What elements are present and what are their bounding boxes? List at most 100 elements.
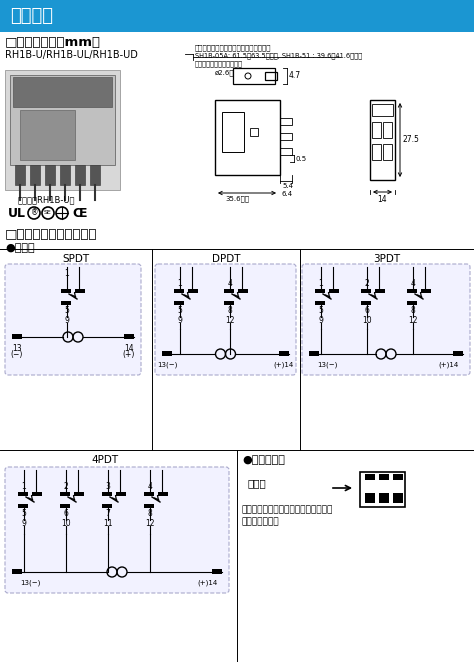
Bar	[61, 289, 71, 293]
Text: 2: 2	[365, 279, 369, 288]
Text: SE: SE	[44, 211, 52, 216]
Text: 5: 5	[64, 306, 69, 315]
Bar	[279, 351, 289, 356]
Bar	[174, 289, 184, 293]
Bar	[250, 128, 258, 136]
Bar	[102, 492, 112, 496]
Bar	[365, 493, 375, 503]
Text: ø2.6孔: ø2.6孔	[215, 70, 235, 76]
Text: 14: 14	[378, 195, 387, 204]
Text: 5: 5	[21, 509, 27, 518]
Text: 8: 8	[410, 306, 415, 315]
Bar	[215, 100, 280, 175]
Bar	[309, 351, 319, 356]
Text: 9: 9	[64, 316, 69, 325]
Bar	[75, 289, 85, 293]
Text: 6: 6	[64, 509, 68, 518]
Text: 2: 2	[64, 482, 68, 491]
Text: 5: 5	[178, 306, 182, 315]
Bar	[238, 289, 248, 293]
Text: 1: 1	[178, 279, 182, 288]
Text: 9: 9	[178, 316, 182, 325]
Bar	[10, 75, 115, 165]
Text: 7: 7	[106, 509, 110, 518]
Bar	[124, 334, 134, 339]
Text: 4PDT: 4PDT	[91, 455, 118, 465]
Bar	[30, 165, 40, 185]
Text: 4: 4	[228, 279, 232, 288]
Text: 13(−): 13(−)	[20, 579, 40, 585]
Bar	[224, 301, 234, 305]
Text: 12: 12	[145, 519, 155, 528]
Text: E: E	[79, 207, 88, 220]
Bar	[372, 104, 393, 116]
Text: 8: 8	[147, 509, 152, 518]
Text: (+): (+)	[123, 350, 135, 359]
Bar	[144, 492, 154, 496]
Text: (+)14: (+)14	[198, 579, 218, 585]
Bar	[60, 504, 70, 508]
Text: 钮以防止电弧。: 钮以防止电弧。	[242, 517, 280, 526]
Bar	[0, 0, 474, 32]
Bar	[315, 289, 325, 293]
Bar	[15, 165, 25, 185]
Bar	[361, 301, 371, 305]
Text: ●检测按钮型: ●检测按钮型	[242, 455, 285, 465]
Text: 8: 8	[228, 306, 232, 315]
Bar	[45, 165, 55, 185]
Bar	[116, 492, 126, 496]
Text: 27.5: 27.5	[403, 136, 420, 144]
Bar	[12, 569, 22, 574]
Bar	[20, 110, 75, 160]
Bar	[365, 474, 375, 480]
Bar	[370, 100, 395, 180]
Text: 3PDT: 3PDT	[374, 254, 401, 264]
Text: 35.6以下: 35.6以下	[225, 195, 249, 202]
Bar	[407, 301, 417, 305]
Bar	[453, 351, 463, 356]
Bar	[102, 504, 112, 508]
Bar	[144, 504, 154, 508]
Text: SPDT: SPDT	[63, 254, 90, 264]
Bar	[162, 351, 172, 356]
Text: 按检测按钮可操作触点。且应快速下按: 按检测按钮可操作触点。且应快速下按	[242, 505, 333, 514]
Text: □内部电路图（底视图）: □内部电路图（底视图）	[5, 228, 98, 241]
Text: RH1B-U/RH1B-UL/RH1B-UD: RH1B-U/RH1B-UL/RH1B-UD	[5, 50, 138, 60]
Bar	[222, 112, 244, 152]
Text: 1: 1	[319, 279, 323, 288]
Bar	[265, 72, 277, 80]
FancyBboxPatch shape	[5, 467, 229, 593]
Bar	[224, 289, 234, 293]
Bar	[188, 289, 198, 293]
FancyBboxPatch shape	[155, 264, 296, 375]
Text: 11: 11	[103, 519, 113, 528]
FancyBboxPatch shape	[302, 264, 470, 375]
Text: 10: 10	[362, 316, 372, 325]
Bar	[75, 165, 85, 185]
Bar	[212, 569, 222, 574]
Text: SH1B-05A: 61.5（63.5）以下, SH1B-51 : 39.6（41.6）以下: SH1B-05A: 61.5（63.5）以下, SH1B-51 : 39.6（4…	[195, 52, 362, 59]
Text: DPDT: DPDT	[212, 254, 240, 264]
Bar	[421, 289, 431, 293]
Text: 0.5: 0.5	[296, 156, 307, 162]
Bar	[74, 492, 84, 496]
Text: （照片：RH1B-U）: （照片：RH1B-U）	[18, 195, 75, 204]
Bar	[407, 289, 417, 293]
Bar	[280, 133, 292, 140]
Bar	[372, 144, 381, 160]
Text: ®: ®	[31, 209, 38, 218]
Text: (+)14: (+)14	[439, 361, 459, 367]
Text: 1: 1	[22, 482, 27, 491]
Text: 12: 12	[225, 316, 235, 325]
Text: 10: 10	[61, 519, 71, 528]
Bar	[360, 472, 405, 507]
Bar	[315, 301, 325, 305]
Bar	[5, 70, 120, 190]
Bar	[372, 122, 381, 138]
Text: 6: 6	[365, 306, 369, 315]
Bar	[329, 289, 339, 293]
Bar	[174, 301, 184, 305]
Text: 4: 4	[410, 279, 415, 288]
Text: 1: 1	[64, 269, 69, 278]
Text: 4.7: 4.7	[289, 71, 301, 81]
